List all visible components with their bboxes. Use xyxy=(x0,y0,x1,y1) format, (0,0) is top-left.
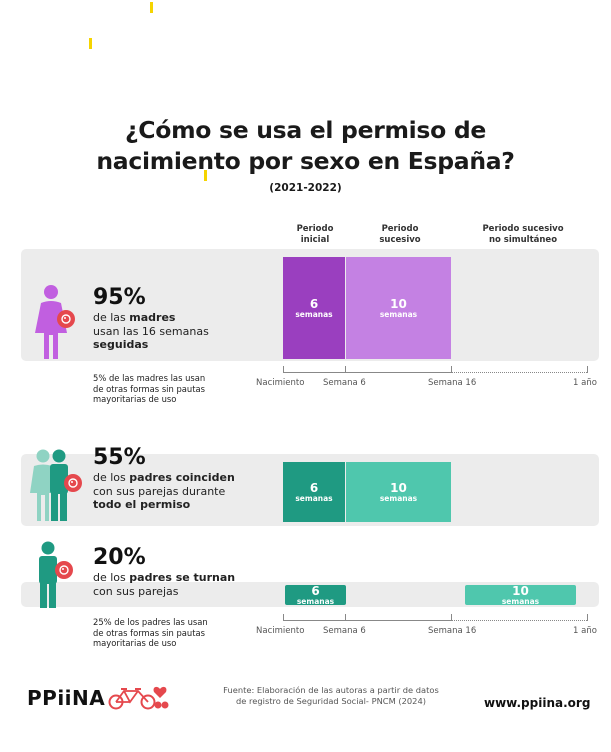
axis-tick xyxy=(451,614,452,621)
description-fathers-turn: de los padres se turnan con sus parejas xyxy=(93,571,236,598)
description-fathers-coincide: de los padres coinciden con sus parejas … xyxy=(93,471,235,511)
father-with-baby-icon xyxy=(39,541,73,608)
source-note: Fuente: Elaboración de las autoras a par… xyxy=(223,685,439,706)
axis-label-week6: Semana 6 xyxy=(323,626,366,636)
axis-label-birth: Nacimiento xyxy=(256,378,305,388)
axis-tick xyxy=(283,366,284,373)
note-fathers: 25% de los padres las usan de otras forma… xyxy=(93,617,208,648)
axis-dotted-line xyxy=(452,372,587,373)
axis-label-birth: Nacimiento xyxy=(256,626,305,636)
percent-mothers: 95% xyxy=(93,285,146,310)
axis-tick xyxy=(451,366,452,373)
bar-initial-fathers-turn: 6 semanas xyxy=(285,585,346,606)
website-link[interactable]: www.ppiina.org xyxy=(484,696,591,710)
axis-label-week6: Semana 6 xyxy=(323,378,366,388)
axis-line xyxy=(283,372,451,373)
percent-fathers-turn: 20% xyxy=(93,545,146,570)
axis-tick xyxy=(345,614,346,621)
axis-label-week16: Semana 16 xyxy=(428,378,477,388)
bar-non-simultaneous-fathers-turn: 10 semanas xyxy=(465,585,576,606)
yellow-mark xyxy=(150,2,153,13)
axis-tick xyxy=(283,614,284,621)
description-mothers: de las madres usan las 16 semanas seguid… xyxy=(93,311,209,351)
column-header-non-simultaneous: Periodo sucesivo no simultáneo xyxy=(482,224,564,245)
ppiina-logo-text: PPiiNA xyxy=(27,686,106,710)
axis-tick xyxy=(345,366,346,373)
page-title: ¿Cómo se usa el permiso de nacimiento po… xyxy=(96,116,515,175)
bar-successive-mothers: 10 semanas xyxy=(346,257,451,359)
axis-label-year: 1 año xyxy=(573,378,597,388)
note-mothers: 5% de las madres las usan de otras formas… xyxy=(93,373,206,404)
column-header-successive: Periodo sucesivo xyxy=(379,224,421,245)
axis-tick xyxy=(587,614,588,621)
percent-fathers-coincide: 55% xyxy=(93,445,146,470)
axis-line xyxy=(283,620,451,621)
bar-successive-fathers-coincide: 10 semanas xyxy=(346,462,451,522)
bar-initial-mothers: 6 semanas xyxy=(283,257,345,359)
yellow-mark xyxy=(89,38,92,49)
axis-dotted-line xyxy=(452,620,587,621)
yellow-mark xyxy=(204,170,207,181)
bar-initial-fathers-coincide: 6 semanas xyxy=(283,462,345,522)
mother-with-baby-icon xyxy=(35,285,75,359)
tandem-bicycle-with-heart-icon xyxy=(108,686,169,710)
page-subtitle: (2021-2022) xyxy=(269,182,342,194)
parents-with-baby-icon xyxy=(30,449,82,521)
column-header-initial: Periodo inicial xyxy=(296,224,334,245)
axis-label-week16: Semana 16 xyxy=(428,626,477,636)
axis-tick xyxy=(587,366,588,373)
axis-label-year: 1 año xyxy=(573,626,597,636)
